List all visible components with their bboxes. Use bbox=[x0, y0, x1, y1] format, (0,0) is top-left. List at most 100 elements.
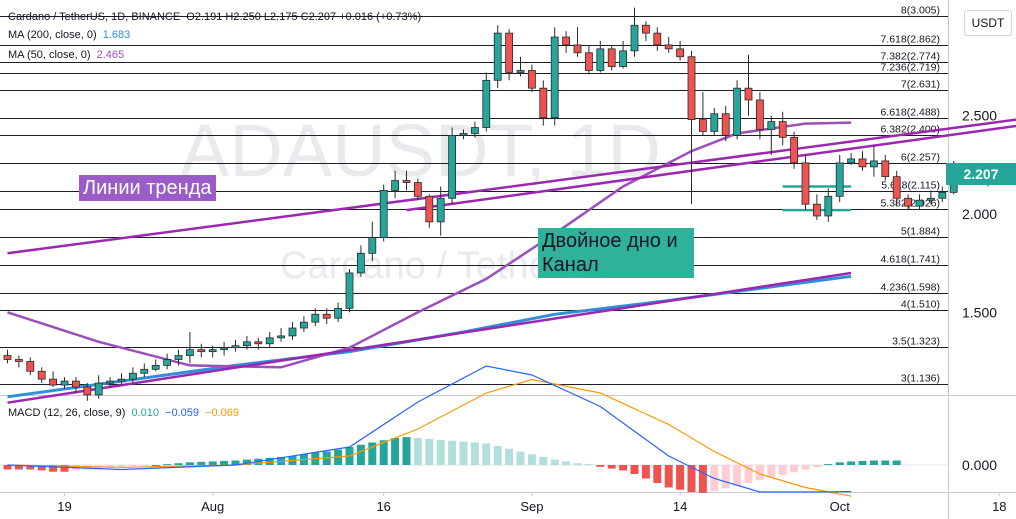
candle bbox=[630, 7, 639, 57]
macd-histogram-bar bbox=[151, 465, 160, 466]
candle-body bbox=[311, 313, 320, 323]
candle bbox=[37, 367, 46, 384]
time-axis-label: 19 bbox=[57, 499, 71, 514]
macd-histogram-bar bbox=[163, 464, 172, 466]
candle bbox=[699, 92, 707, 136]
candle bbox=[3, 349, 12, 364]
macd-histogram-bar bbox=[470, 442, 479, 465]
fib-level-label: 5.618(2.115) bbox=[881, 180, 940, 192]
symbol-name: Cardano / TetherUS, 1D, BINANCE bbox=[8, 11, 181, 23]
candle bbox=[927, 190, 935, 205]
candle-body bbox=[790, 136, 798, 164]
macd-histogram-bar bbox=[60, 465, 69, 472]
macd-histogram-bar bbox=[562, 461, 571, 465]
candle bbox=[573, 27, 582, 57]
candle bbox=[425, 194, 434, 228]
candle-body bbox=[413, 182, 422, 197]
candle bbox=[824, 188, 833, 222]
candle-body bbox=[744, 87, 753, 101]
macd-histogram-bar bbox=[459, 441, 468, 465]
candle-body bbox=[299, 321, 308, 329]
candle-body bbox=[37, 370, 46, 380]
macd-legend[interactable]: MACD (12, 26, close, 9) 0.010 −0.059 −0.… bbox=[8, 407, 242, 419]
candle bbox=[60, 377, 69, 389]
candle-body bbox=[892, 176, 901, 199]
macd-histogram-bar bbox=[242, 459, 251, 465]
macd-histogram-bar bbox=[174, 463, 183, 465]
candle-body bbox=[128, 372, 137, 380]
macd-histogram-bar bbox=[391, 438, 400, 465]
candle-body bbox=[767, 121, 776, 130]
candle-body bbox=[140, 368, 149, 374]
candle bbox=[379, 184, 388, 242]
macd-histogram-bar bbox=[687, 465, 696, 492]
macd-histogram-bar bbox=[755, 465, 764, 481]
candle bbox=[49, 371, 57, 388]
macd-histogram-bar bbox=[550, 459, 559, 465]
candle-body bbox=[904, 197, 912, 207]
candle bbox=[83, 383, 92, 401]
macd-histogram-bar bbox=[653, 465, 662, 483]
candle-body bbox=[459, 132, 468, 136]
macd-histogram-bar bbox=[869, 460, 878, 465]
last-price-label: 2.207 bbox=[946, 163, 1016, 185]
time-axis-label: Aug bbox=[201, 499, 224, 514]
ma50-legend[interactable]: MA (50, close, 0) 2.465 bbox=[8, 49, 127, 61]
fib-level-label: 3.5(1.323) bbox=[892, 336, 940, 348]
time-axis-label: 16 bbox=[376, 499, 390, 514]
macd-histogram-bar bbox=[892, 460, 901, 465]
ma200-legend[interactable]: MA (200, close, 0) 1.683 bbox=[8, 29, 133, 41]
candle bbox=[528, 64, 536, 93]
candle bbox=[470, 121, 479, 138]
candle-body bbox=[493, 32, 502, 81]
candle-body bbox=[72, 380, 80, 388]
candle-body bbox=[573, 44, 582, 54]
candle bbox=[892, 170, 901, 207]
candle-body bbox=[106, 380, 114, 384]
candle-body bbox=[174, 355, 183, 360]
candle bbox=[208, 345, 217, 358]
candle bbox=[311, 308, 320, 327]
candle-body bbox=[938, 191, 947, 199]
candle bbox=[277, 328, 286, 342]
candle bbox=[391, 170, 400, 199]
candle bbox=[106, 377, 114, 388]
macd-histogram-bar bbox=[265, 457, 274, 465]
candle-body bbox=[185, 349, 194, 356]
candle-body bbox=[835, 162, 844, 197]
time-axis-label: Oct bbox=[830, 499, 851, 514]
trend-lines-annotation[interactable]: Линии тренда bbox=[79, 175, 216, 201]
currency-button[interactable]: USDT bbox=[964, 10, 1012, 36]
macd-histogram-bar bbox=[573, 463, 582, 465]
candle-body bbox=[653, 32, 662, 46]
candle bbox=[881, 155, 890, 181]
macd-histogram-bar bbox=[698, 465, 707, 493]
candle-body bbox=[585, 52, 593, 71]
candle bbox=[938, 186, 947, 203]
candle bbox=[402, 170, 411, 191]
candle-body bbox=[642, 24, 650, 34]
macd-histogram-bar bbox=[733, 465, 742, 486]
candle-body bbox=[3, 355, 12, 360]
watermark-ticker: ADAUSDT, 1D bbox=[180, 109, 661, 192]
candle bbox=[858, 151, 867, 171]
macd-histogram-bar bbox=[778, 465, 787, 475]
candle-body bbox=[94, 382, 103, 396]
candle bbox=[334, 302, 343, 323]
candle bbox=[163, 353, 172, 370]
candle bbox=[756, 92, 764, 140]
macd-label: MACD (12, 26, close, 9) bbox=[8, 407, 126, 419]
candle-body bbox=[607, 48, 616, 67]
macd-histogram-bar bbox=[584, 464, 593, 466]
macd-histogram-bar bbox=[881, 460, 890, 465]
candle bbox=[197, 343, 206, 358]
double-bottom-annotation[interactable]: Двойное дно и Канал bbox=[538, 228, 694, 278]
candle-body bbox=[277, 335, 286, 339]
candle bbox=[778, 111, 787, 146]
time-axis-label: 14 bbox=[673, 499, 687, 514]
candle bbox=[505, 29, 514, 81]
trend-line bbox=[7, 118, 1016, 255]
macd-histogram-bar bbox=[664, 465, 673, 488]
candle-body bbox=[425, 195, 434, 223]
